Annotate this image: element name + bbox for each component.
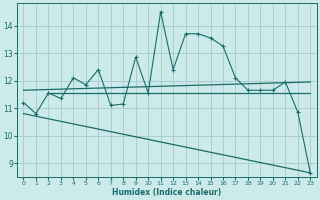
X-axis label: Humidex (Indice chaleur): Humidex (Indice chaleur)	[112, 188, 221, 197]
